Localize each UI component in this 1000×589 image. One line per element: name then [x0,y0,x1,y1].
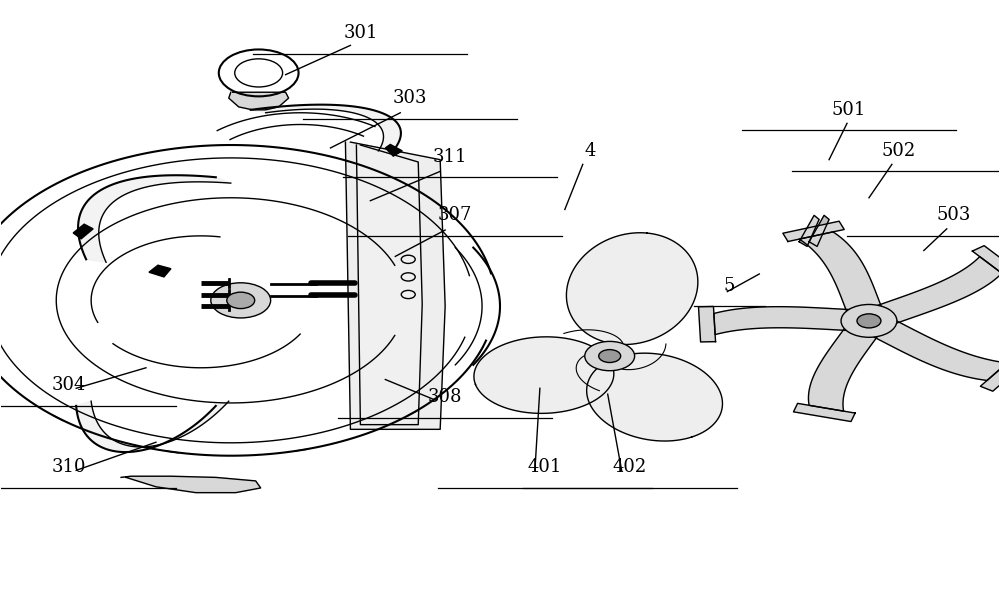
Text: 501: 501 [832,101,866,118]
Circle shape [857,314,881,328]
Polygon shape [345,142,445,429]
Polygon shape [356,145,422,425]
Polygon shape [972,246,1000,279]
Polygon shape [699,306,716,342]
Text: 503: 503 [937,206,971,224]
Text: 308: 308 [428,388,462,406]
Polygon shape [76,401,229,452]
Polygon shape [808,318,886,411]
Text: 310: 310 [52,458,86,477]
Polygon shape [566,233,698,345]
Text: 304: 304 [52,376,86,394]
Polygon shape [783,221,844,241]
Circle shape [585,342,635,370]
Polygon shape [149,265,171,277]
Text: 311: 311 [433,147,467,166]
Text: 5: 5 [724,276,735,294]
Text: 307: 307 [438,206,472,224]
Polygon shape [73,224,93,239]
Polygon shape [980,357,1000,391]
Polygon shape [474,337,614,413]
Circle shape [841,305,897,337]
Polygon shape [793,403,855,422]
Text: 303: 303 [393,89,428,107]
Polygon shape [229,92,289,110]
Circle shape [211,283,271,318]
Polygon shape [799,216,819,246]
Polygon shape [858,257,1000,329]
Text: 502: 502 [882,142,916,160]
Text: 401: 401 [528,458,562,477]
Text: 4: 4 [584,142,595,160]
Polygon shape [385,144,402,156]
Polygon shape [251,105,401,151]
Polygon shape [859,312,1000,380]
Circle shape [599,350,621,362]
Polygon shape [121,477,261,492]
Polygon shape [799,232,886,325]
Polygon shape [587,353,722,441]
Polygon shape [78,176,231,262]
Text: 301: 301 [343,24,378,42]
Circle shape [227,292,255,309]
Polygon shape [809,216,829,246]
Polygon shape [714,307,870,335]
Text: 402: 402 [613,458,647,477]
